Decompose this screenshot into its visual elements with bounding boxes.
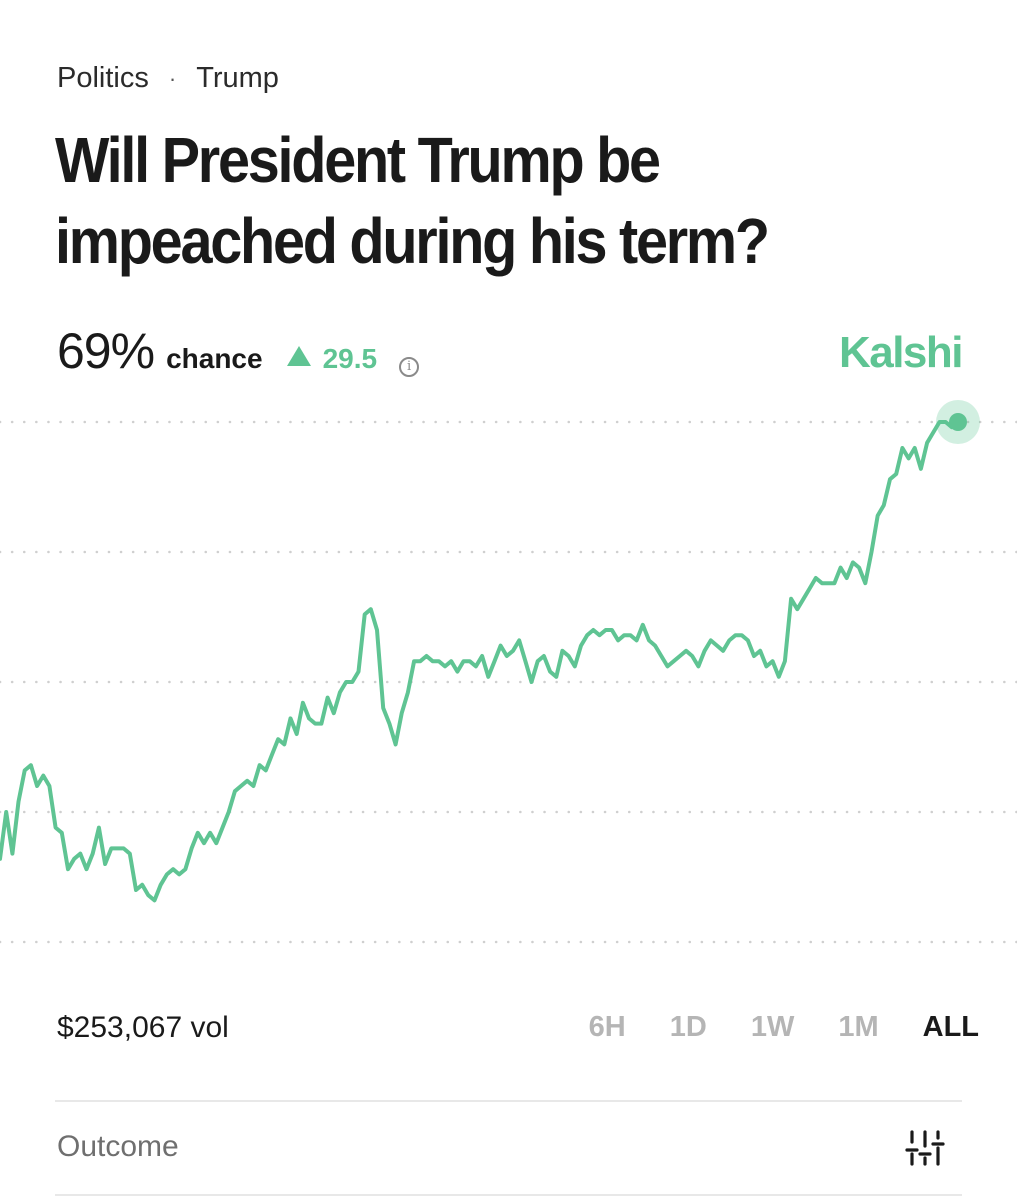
breadcrumb: Politics · Trump bbox=[57, 62, 279, 95]
divider bbox=[55, 1100, 962, 1102]
range-tab-all[interactable]: ALL bbox=[922, 1011, 979, 1043]
price-chart[interactable] bbox=[0, 400, 1017, 960]
series-line bbox=[0, 420, 960, 903]
probability-change: 29.5 bbox=[322, 343, 378, 374]
probability-percent: 69% bbox=[57, 323, 155, 379]
triangle-up-icon bbox=[286, 346, 311, 366]
range-tab-1m[interactable]: 1M bbox=[838, 1011, 879, 1043]
current-point[interactable] bbox=[949, 413, 967, 431]
chance-label: chance bbox=[166, 343, 263, 374]
breadcrumb-category[interactable]: Politics bbox=[57, 62, 149, 94]
sliders-icon[interactable] bbox=[905, 1128, 945, 1168]
divider bbox=[55, 1194, 962, 1196]
outcome-label: Outcome bbox=[57, 1130, 179, 1163]
probability-summary: 69% chance 29.5 i bbox=[57, 322, 420, 380]
page-title: Will President Trump be impeached during… bbox=[55, 124, 770, 277]
range-tab-6h[interactable]: 6H bbox=[588, 1011, 626, 1043]
info-icon[interactable]: i bbox=[399, 357, 420, 377]
kalshi-logo[interactable]: Kalshi bbox=[838, 328, 964, 377]
range-tab-1w[interactable]: 1W bbox=[750, 1011, 795, 1043]
breadcrumb-subcategory[interactable]: Trump bbox=[196, 62, 279, 94]
time-range-selector: 6H 1D 1W 1M ALL bbox=[545, 1011, 979, 1044]
range-tab-1d[interactable]: 1D bbox=[669, 1011, 707, 1043]
volume-label: $253,067 vol bbox=[57, 1011, 229, 1044]
breadcrumb-separator: · bbox=[168, 65, 177, 91]
